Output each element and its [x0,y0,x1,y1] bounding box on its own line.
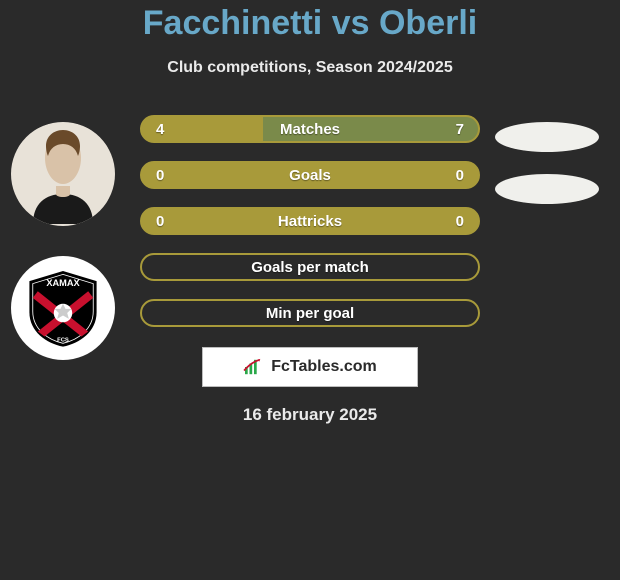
bar-chart-icon [243,358,265,376]
stat-row-matches: 4 Matches 7 [140,115,480,143]
stat-row-goals-per-match: Goals per match [140,253,480,281]
source-badge[interactable]: FcTables.com [202,347,418,387]
left-column: XAMAX FCS [8,122,118,360]
stat-row-min-per-goal: Min per goal [140,299,480,327]
svg-text:FCS: FCS [57,338,69,344]
player2-avatar-placeholder [495,122,599,152]
comparison-title: Facchinetti vs Oberli [0,4,620,43]
player1-avatar [11,122,115,226]
player1-club-badge: XAMAX FCS [11,256,115,360]
subtitle: Club competitions, Season 2024/2025 [0,59,620,77]
player2-club-placeholder [495,174,599,204]
stat-label: Min per goal [142,301,478,325]
player2-name: Oberli [379,4,477,42]
vs-separator: vs [332,4,370,42]
stat-label: Goals per match [142,255,478,279]
source-text: FcTables.com [271,358,377,376]
right-column [492,122,602,204]
stat-bars: 4 Matches 7 0 Goals 0 0 Hattricks 0 Goal… [140,115,480,327]
person-icon [18,124,108,224]
stat-label: Hattricks [142,209,478,233]
comparison-card: Facchinetti vs Oberli Club competitions,… [0,0,620,425]
stat-value-right: 0 [456,209,464,233]
stat-label: Matches [142,117,478,141]
player1-name: Facchinetti [143,4,322,42]
snapshot-date: 16 february 2025 [0,405,620,425]
stat-row-hattricks: 0 Hattricks 0 [140,207,480,235]
badge-text: XAMAX [46,278,80,288]
stat-value-right: 0 [456,163,464,187]
stat-value-right: 7 [456,117,464,141]
xamax-badge-icon: XAMAX FCS [21,266,105,350]
stat-label: Goals [142,163,478,187]
stat-row-goals: 0 Goals 0 [140,161,480,189]
